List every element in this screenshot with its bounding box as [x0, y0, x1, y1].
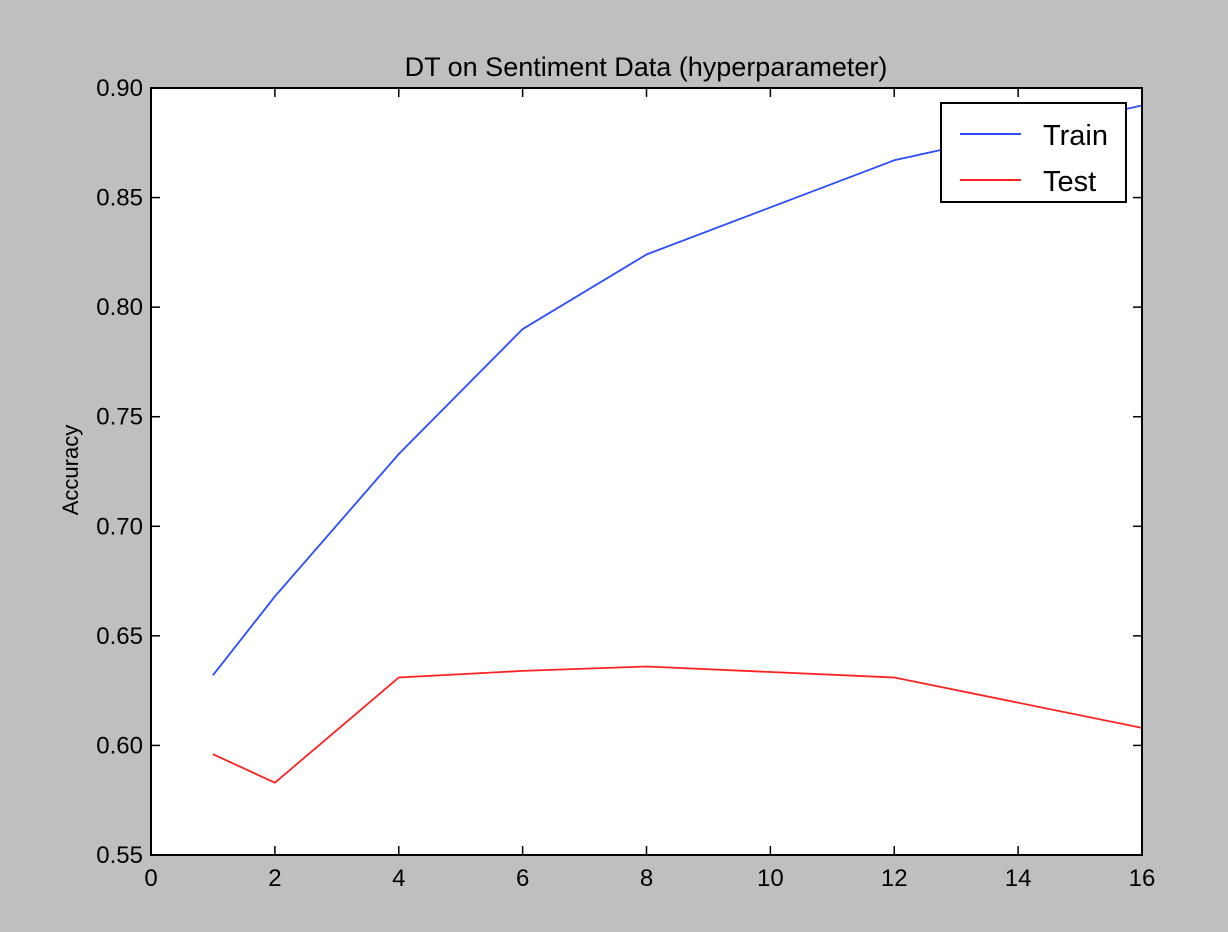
x-tick-label: 0	[144, 865, 157, 892]
y-tick-label: 0.80	[96, 294, 143, 321]
legend-box	[940, 102, 1127, 203]
series-line-test	[212, 665, 1142, 784]
y-axis-label: Accuracy	[58, 425, 83, 515]
y-tick-label: 0.85	[96, 185, 143, 212]
x-tick-label: 2	[268, 865, 281, 892]
y-tick-label: 0.75	[96, 404, 143, 431]
x-tick-label: 6	[516, 865, 529, 892]
y-tick-label: 0.90	[96, 75, 143, 102]
x-tick-label: 10	[757, 865, 784, 892]
series-layer	[212, 104, 1142, 784]
plot-area: 0 2 4 6 8 10 12 14 16 0.55 0.60 0.65 0.70 0.75 0.80 0.8…	[96, 75, 1155, 892]
x-tick-label: 4	[392, 865, 405, 892]
y-tick-label: 0.55	[96, 842, 143, 869]
axes-background	[151, 88, 1142, 855]
legend-label-test: Test	[1043, 166, 1096, 198]
x-tick-label: 8	[640, 865, 653, 892]
y-tick-label: 0.70	[96, 513, 143, 540]
x-tick-label: 16	[1129, 865, 1156, 892]
x-tick-label: 12	[881, 865, 908, 892]
legend: Train Test	[940, 102, 1127, 203]
legend-label-train: Train	[1043, 120, 1108, 152]
y-tick-label: 0.65	[96, 623, 143, 650]
x-tick-label: 14	[1005, 865, 1032, 892]
chart-title: DT on Sentiment Data (hyperparameter)	[405, 52, 888, 82]
axes-frame	[150, 87, 1143, 856]
ticks-layer: 0 2 4 6 8 10 12 14 16 0.55 0.60 0.65 0.70 0.75 0.80 0.8…	[96, 75, 1155, 892]
y-tick-label: 0.60	[96, 732, 143, 759]
series-line-train	[212, 104, 1142, 676]
